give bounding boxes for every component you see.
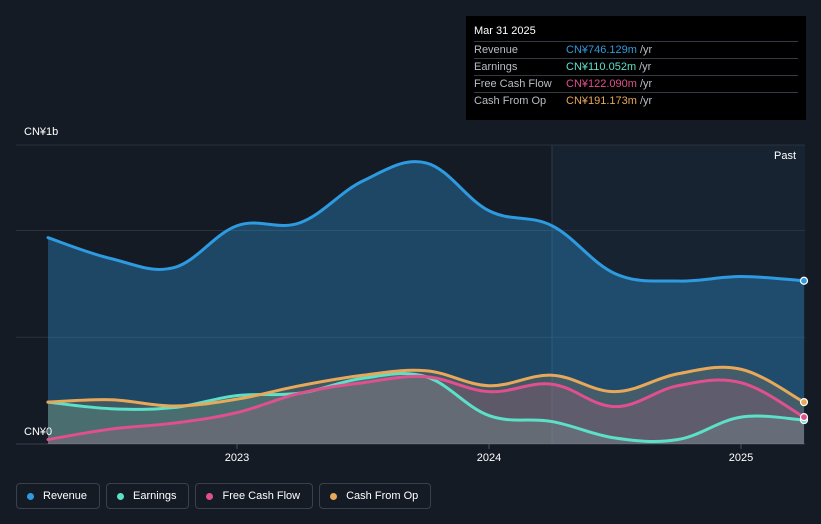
legend-label: Cash From Op: [346, 490, 419, 502]
legend-item-cash-from-op[interactable]: Cash From Op: [319, 483, 432, 509]
tooltip-label: Cash From Op: [474, 95, 547, 107]
y-tick-label-bottom: CN¥0: [24, 426, 53, 438]
tooltip-value: CN¥110.052m/yr: [566, 61, 652, 73]
legend-label: Revenue: [43, 490, 88, 502]
past-region: [552, 145, 805, 444]
end-dots: [799, 276, 809, 425]
x-tick-label: 2023: [225, 452, 249, 464]
end-dot-revenue[interactable]: [799, 276, 809, 285]
legend: Revenue Earnings Free Cash Flow Cash Fro…: [16, 483, 432, 509]
area-revenue: [48, 161, 804, 444]
area-earnings: [48, 373, 804, 444]
area-free-cash-flow: [48, 376, 804, 444]
area-layer: [48, 161, 804, 444]
legend-label: Free Cash Flow: [222, 490, 301, 502]
legend-dot-icon: [27, 492, 34, 500]
legend-dot-icon: [330, 492, 338, 500]
line-layer: [46, 160, 806, 444]
tooltip-value: CN¥191.173m/yr: [566, 95, 653, 107]
tooltip-row-fcf: Free Cash Flow CN¥122.090m/yr: [474, 75, 798, 93]
tooltip: Mar 31 2025 Revenue CN¥746.129m/yr Earni…: [466, 16, 806, 120]
tooltip-row-cfo: Cash From Op CN¥191.173m/yr: [474, 92, 798, 110]
tooltip-label: Revenue: [474, 44, 519, 56]
tooltip-value: CN¥746.129m/yr: [566, 44, 653, 56]
end-dot-free-cash-flow[interactable]: [799, 412, 809, 422]
legend-dot-icon: [206, 492, 214, 500]
end-dot-cash-from-op[interactable]: [799, 398, 809, 407]
tooltip-row-revenue: Revenue CN¥746.129m/yr: [474, 41, 798, 59]
y-tick-label-top: CN¥1b: [24, 126, 59, 138]
x-tick-label: 2025: [729, 452, 753, 464]
grid-lines: [16, 144, 805, 445]
tooltip-value: CN¥122.090m/yr: [566, 78, 653, 90]
line-cash-from-op: [46, 365, 806, 408]
line-free-cash-flow: [46, 374, 806, 442]
legend-item-free-cash-flow[interactable]: Free Cash Flow: [195, 483, 314, 509]
legend-item-earnings[interactable]: Earnings: [106, 483, 190, 509]
area-cash-from-op: [48, 367, 804, 444]
tooltip-label: Free Cash Flow: [474, 78, 552, 90]
legend-item-revenue[interactable]: Revenue: [16, 483, 101, 509]
tooltip-label: Earnings: [474, 61, 518, 73]
past-label: Past: [774, 150, 797, 162]
line-revenue: [46, 160, 806, 283]
tooltip-row-earnings: Earnings CN¥110.052m/yr: [474, 58, 798, 76]
tooltip-date: Mar 31 2025: [474, 25, 536, 37]
x-tick-label: 2024: [477, 452, 501, 464]
x-ticks: 2023 2024 2025: [225, 444, 753, 464]
legend-label: Earnings: [133, 490, 177, 502]
legend-dot-icon: [117, 492, 125, 500]
